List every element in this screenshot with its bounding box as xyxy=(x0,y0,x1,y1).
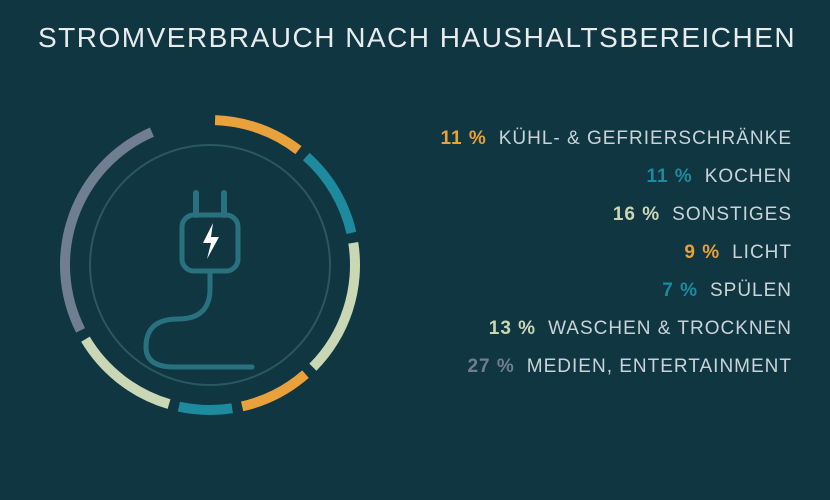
plug-icon xyxy=(146,193,252,367)
legend-label: MEDIEN, ENTERTAINMENT xyxy=(527,356,792,378)
legend-row-kochen: 11 % KOCHEN xyxy=(440,166,792,188)
legend-label: KÜHL- & GEFRIERSCHRÄNKE xyxy=(499,128,792,150)
donut-segment-licht xyxy=(241,370,309,411)
donut-segment-kochen xyxy=(303,153,356,234)
page-title: STROMVERBRAUCH NACH HAUSHALTSBEREICHEN xyxy=(38,22,796,54)
legend-row-waschen: 13 % WASCHEN & TROCKNEN xyxy=(440,318,792,340)
legend-label: WASCHEN & TROCKNEN xyxy=(548,318,792,340)
legend-percent: 11 % xyxy=(440,128,486,150)
legend-percent: 9 % xyxy=(684,242,720,264)
legend-percent: 11 % xyxy=(646,166,692,188)
legend-label: SONSTIGES xyxy=(672,204,792,226)
legend-percent: 7 % xyxy=(662,280,698,302)
legend: 11 % KÜHL- & GEFRIERSCHRÄNKE 11 % KOCHEN 16 … xyxy=(440,128,792,394)
legend-percent: 27 % xyxy=(467,356,514,378)
legend-row-medien: 27 % MEDIEN, ENTERTAINMENT xyxy=(440,356,792,378)
donut-segment-sonst xyxy=(309,242,360,371)
donut-chart xyxy=(50,105,370,425)
legend-row-sonst: 16 % SONSTIGES xyxy=(440,204,792,226)
donut-segment-medien xyxy=(60,128,154,333)
legend-row-kuehl: 11 % KÜHL- & GEFRIERSCHRÄNKE xyxy=(440,128,792,150)
inner-ring xyxy=(90,145,330,385)
legend-percent: 16 % xyxy=(613,204,660,226)
legend-percent: 13 % xyxy=(489,318,536,340)
legend-row-licht: 9 % LICHT xyxy=(440,242,792,264)
legend-label: KOCHEN xyxy=(705,166,792,188)
legend-row-spuelen: 7 % SPÜLEN xyxy=(440,280,792,302)
donut-segment-kuehl xyxy=(215,115,302,154)
donut-segment-spuelen xyxy=(178,402,233,415)
legend-label: SPÜLEN xyxy=(710,280,792,302)
legend-label: LICHT xyxy=(732,242,792,264)
